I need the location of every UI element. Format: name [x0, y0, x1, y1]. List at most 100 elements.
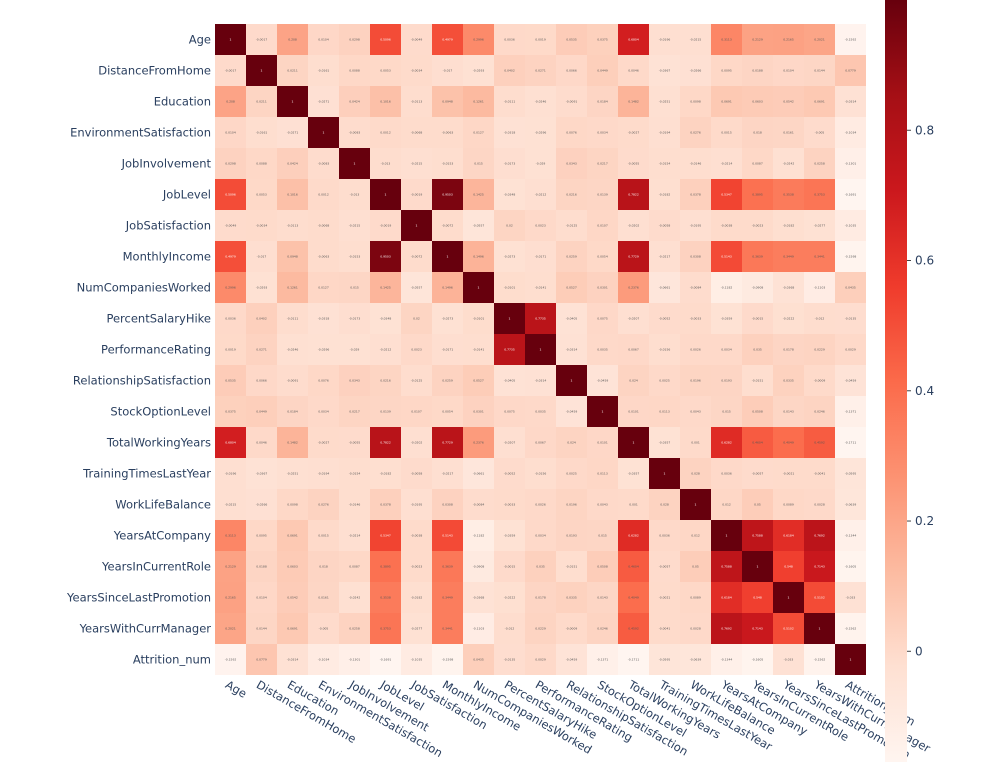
heatmap-cell[interactable]	[649, 55, 680, 86]
heatmap-cell[interactable]	[804, 241, 835, 272]
heatmap-cell[interactable]	[587, 148, 618, 179]
heatmap-cell[interactable]	[370, 241, 401, 272]
heatmap-cell[interactable]	[401, 117, 432, 148]
heatmap-cell[interactable]	[339, 334, 370, 365]
heatmap-cell[interactable]	[711, 303, 742, 334]
heatmap-cell[interactable]	[246, 582, 277, 613]
heatmap-cell[interactable]	[370, 55, 401, 86]
heatmap-cell[interactable]	[215, 272, 246, 303]
heatmap-cell[interactable]	[680, 582, 711, 613]
heatmap-cell[interactable]	[370, 458, 401, 489]
heatmap-cell[interactable]	[773, 241, 804, 272]
heatmap-cell[interactable]	[742, 55, 773, 86]
heatmap-cell[interactable]	[649, 148, 680, 179]
heatmap-cell[interactable]	[556, 582, 587, 613]
heatmap-cell[interactable]	[401, 458, 432, 489]
heatmap-cell[interactable]	[804, 365, 835, 396]
heatmap-cell[interactable]	[711, 644, 742, 675]
heatmap-cell[interactable]	[835, 334, 866, 365]
heatmap-cell[interactable]	[587, 520, 618, 551]
heatmap-cell[interactable]	[618, 489, 649, 520]
heatmap-cell[interactable]	[618, 55, 649, 86]
heatmap-cell[interactable]	[494, 272, 525, 303]
heatmap-cell[interactable]	[618, 241, 649, 272]
heatmap-cell[interactable]	[215, 179, 246, 210]
heatmap-cell[interactable]	[246, 427, 277, 458]
heatmap-cell[interactable]	[742, 520, 773, 551]
heatmap-cell[interactable]	[494, 86, 525, 117]
heatmap-cell[interactable]	[525, 582, 556, 613]
heatmap-cell[interactable]	[463, 644, 494, 675]
heatmap-cell[interactable]	[463, 148, 494, 179]
heatmap-cell[interactable]	[339, 613, 370, 644]
heatmap-cell[interactable]	[277, 55, 308, 86]
heatmap-cell[interactable]	[525, 520, 556, 551]
heatmap-cell[interactable]	[680, 396, 711, 427]
heatmap-cell[interactable]	[432, 241, 463, 272]
heatmap-cell[interactable]	[401, 303, 432, 334]
heatmap-cell[interactable]	[835, 272, 866, 303]
heatmap-cell[interactable]	[587, 613, 618, 644]
heatmap-cell[interactable]	[556, 458, 587, 489]
heatmap-cell[interactable]	[339, 365, 370, 396]
heatmap-cell[interactable]	[308, 334, 339, 365]
heatmap-cell[interactable]	[463, 179, 494, 210]
heatmap-cell[interactable]	[525, 396, 556, 427]
heatmap-cell[interactable]	[618, 365, 649, 396]
heatmap-cell[interactable]	[370, 582, 401, 613]
heatmap-cell[interactable]	[804, 334, 835, 365]
heatmap-cell[interactable]	[370, 117, 401, 148]
heatmap-cell[interactable]	[463, 551, 494, 582]
heatmap-cell[interactable]	[525, 551, 556, 582]
heatmap-cell[interactable]	[835, 210, 866, 241]
heatmap-cell[interactable]	[432, 117, 463, 148]
heatmap-cell[interactable]	[401, 365, 432, 396]
heatmap-cell[interactable]	[494, 303, 525, 334]
heatmap-cell[interactable]	[649, 210, 680, 241]
heatmap-cell[interactable]	[587, 396, 618, 427]
heatmap-cell[interactable]	[308, 148, 339, 179]
heatmap-cell[interactable]	[525, 148, 556, 179]
heatmap-cell[interactable]	[370, 520, 401, 551]
heatmap-cell[interactable]	[432, 458, 463, 489]
heatmap-cell[interactable]	[773, 644, 804, 675]
heatmap-cell[interactable]	[680, 303, 711, 334]
heatmap-cell[interactable]	[401, 644, 432, 675]
heatmap-cell[interactable]	[463, 117, 494, 148]
heatmap-cell[interactable]	[649, 179, 680, 210]
heatmap-cell[interactable]	[494, 489, 525, 520]
heatmap-cell[interactable]	[432, 303, 463, 334]
heatmap-cell[interactable]	[339, 582, 370, 613]
heatmap-cell[interactable]	[215, 396, 246, 427]
heatmap-cell[interactable]	[587, 644, 618, 675]
heatmap-cell[interactable]	[339, 396, 370, 427]
heatmap-cell[interactable]	[711, 241, 742, 272]
heatmap-cell[interactable]	[711, 210, 742, 241]
heatmap-cell[interactable]	[246, 365, 277, 396]
heatmap-cell[interactable]	[463, 241, 494, 272]
heatmap-cell[interactable]	[711, 148, 742, 179]
heatmap-cell[interactable]	[339, 489, 370, 520]
heatmap-cell[interactable]	[556, 241, 587, 272]
heatmap-cell[interactable]	[215, 148, 246, 179]
heatmap-cell[interactable]	[401, 613, 432, 644]
heatmap-cell[interactable]	[618, 210, 649, 241]
heatmap-cell[interactable]	[339, 458, 370, 489]
heatmap-cell[interactable]	[711, 179, 742, 210]
heatmap-cell[interactable]	[308, 210, 339, 241]
heatmap-cell[interactable]	[277, 210, 308, 241]
heatmap-cell[interactable]	[680, 117, 711, 148]
heatmap-cell[interactable]	[463, 427, 494, 458]
heatmap-cell[interactable]	[277, 427, 308, 458]
heatmap-cell[interactable]	[370, 24, 401, 55]
heatmap-cell[interactable]	[370, 210, 401, 241]
heatmap-cell[interactable]	[277, 458, 308, 489]
heatmap-cell[interactable]	[463, 489, 494, 520]
heatmap-cell[interactable]	[432, 86, 463, 117]
heatmap-cell[interactable]	[339, 303, 370, 334]
heatmap-cell[interactable]	[804, 117, 835, 148]
heatmap-cell[interactable]	[556, 644, 587, 675]
heatmap-cell[interactable]	[277, 179, 308, 210]
heatmap-cell[interactable]	[618, 427, 649, 458]
heatmap-cell[interactable]	[680, 551, 711, 582]
